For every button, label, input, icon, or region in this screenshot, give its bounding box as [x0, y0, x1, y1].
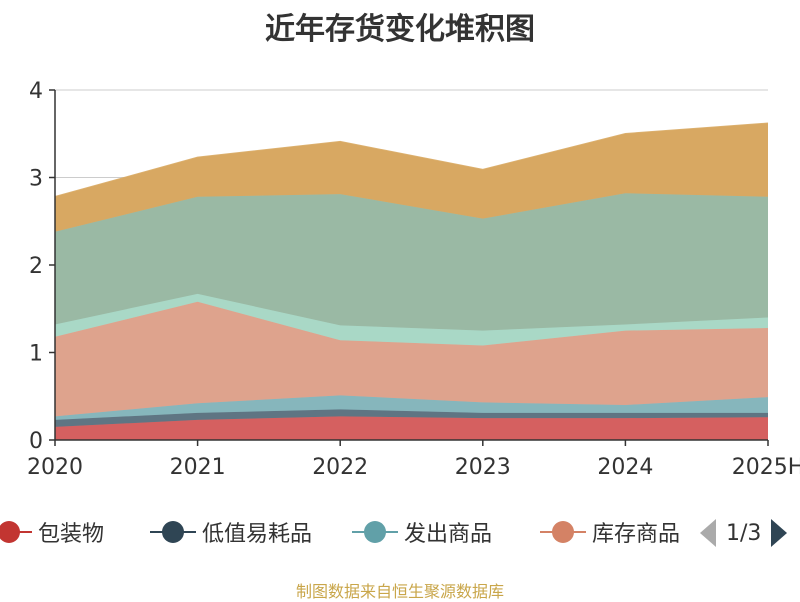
- legend-marker-inventory-goods: [540, 518, 586, 546]
- legend-clip: 库存商品: [540, 512, 686, 552]
- x-tick-label: 2022: [312, 455, 368, 480]
- legend-pager: 1/3: [700, 518, 788, 548]
- pager-prev-icon[interactable]: [700, 519, 716, 547]
- legend-item-inventory-goods[interactable]: 库存商品: [540, 512, 680, 552]
- area-series-0: [55, 416, 768, 440]
- pager-next-icon[interactable]: [771, 519, 788, 547]
- y-tick-label: 3: [29, 167, 43, 192]
- legend-item-packaging[interactable]: 包装物: [0, 512, 104, 552]
- y-tick-label: 4: [29, 79, 43, 104]
- legend-item-goods-issued[interactable]: 发出商品: [352, 512, 492, 552]
- y-tick-label: 2: [29, 254, 43, 279]
- legend-label: 发出商品: [404, 522, 493, 547]
- legend-marker-packaging: [0, 518, 32, 546]
- legend-label: 低值易耗品: [202, 522, 313, 547]
- source-note: 制图数据来自恒生聚源数据库: [295, 582, 504, 601]
- area-series-1: [55, 409, 768, 427]
- legend-label: 包装物: [38, 522, 105, 547]
- x-tick-label: 2025H: [732, 455, 800, 480]
- pager-page-text: 1/3: [726, 520, 762, 546]
- legend-marker-goods-issued: [352, 518, 398, 546]
- y-tick-label: 0: [29, 429, 43, 454]
- legend-marker-low-value-consumables: [150, 518, 196, 546]
- y-tick-label: 1: [29, 342, 43, 367]
- x-tick-label: 2024: [597, 455, 653, 480]
- area-series-6: [55, 123, 768, 232]
- legend-item-low-value-consumables[interactable]: 低值易耗品: [150, 512, 312, 552]
- area-line-6: [54, 122, 769, 198]
- legend-label: 库存商品: [592, 522, 681, 547]
- area-series-4: [55, 293, 768, 346]
- area-series-3: [55, 301, 768, 417]
- x-tick-label: 2023: [455, 455, 511, 480]
- chart-title: 近年存货变化堆积图: [265, 12, 535, 47]
- legend: 包装物 低值易耗品 发出商品 库存商品: [0, 512, 800, 552]
- area-series-5: [55, 193, 768, 331]
- x-tick-label: 2021: [170, 455, 226, 480]
- x-tick-label: 2020: [27, 455, 83, 480]
